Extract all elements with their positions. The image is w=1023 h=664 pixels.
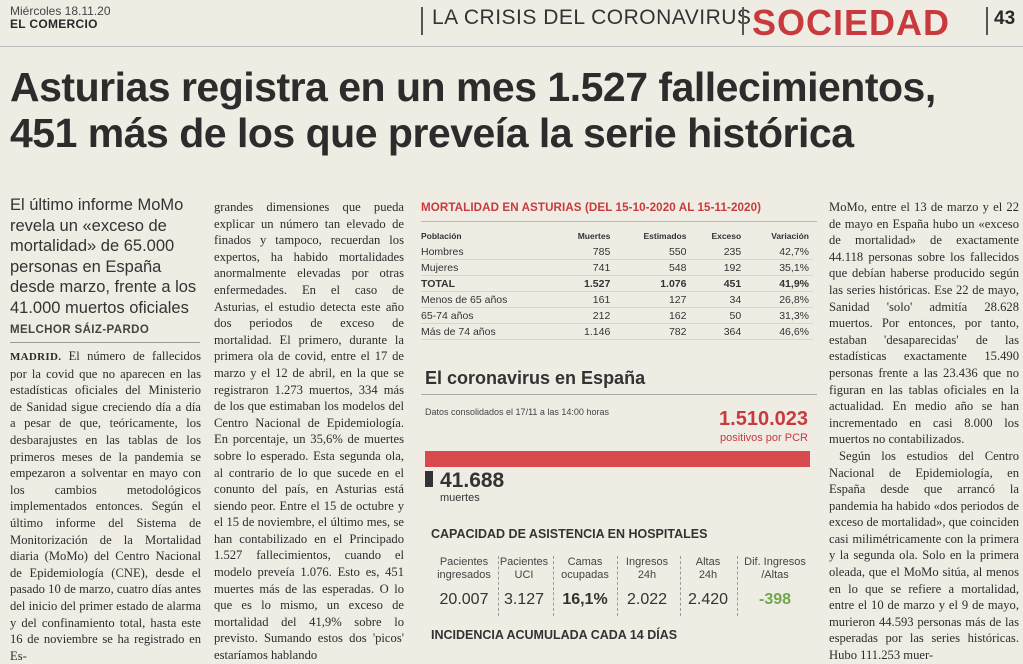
headline-line-1: Asturias registra en un mes 1.527 fallec… xyxy=(10,64,936,110)
deck: El último informe MoMo revela un «exceso… xyxy=(10,196,197,317)
positive-cases-label: positivos por PCR xyxy=(719,432,808,444)
incidence-title: INCIDENCIA ACUMULADA CADA 14 DÍAS xyxy=(431,628,678,642)
mortality-table-title: MORTALIDAD EN ASTURIAS (DEL 15-10-2020 A… xyxy=(421,201,762,214)
table-cell: Más de 74 años xyxy=(421,323,555,340)
stat-divider xyxy=(680,556,682,616)
covid-rule xyxy=(421,394,817,395)
issue-date: Miércoles 18.11.20 xyxy=(10,4,111,18)
table-cell: Hombres xyxy=(421,244,555,260)
body-column-3: MoMo, entre el 13 de marzo y el 22 de ma… xyxy=(829,199,1019,664)
hospital-stat-value: 2.022 xyxy=(626,591,668,608)
body-column-2: grandes dimensiones que pueda explicar u… xyxy=(214,199,404,664)
hospital-stat-value: 20.007 xyxy=(439,591,489,608)
table-cell: 451 xyxy=(690,275,746,292)
body-text: El número de fallecidos por la covid que… xyxy=(10,349,201,663)
byline: MELCHOR SÁIZ-PARDO xyxy=(10,324,150,336)
table-row: Menos de 65 años 161 127 34 26,8% xyxy=(421,291,813,308)
hospital-stat-label: Altas 24h xyxy=(695,556,721,581)
header-divider xyxy=(742,7,744,35)
table-cell: 50 xyxy=(690,307,746,324)
table-cell: 46,6% xyxy=(745,323,813,340)
table-cell: Menos de 65 años xyxy=(421,291,555,308)
column-header: Variación xyxy=(771,231,809,241)
column-header: Población xyxy=(421,231,462,241)
header-divider xyxy=(421,7,423,35)
hospital-stat-value: 16,1% xyxy=(562,591,608,608)
dateline: MADRID. xyxy=(10,351,62,363)
mortality-rule xyxy=(421,221,817,222)
column-header: Exceso xyxy=(711,231,742,241)
mortality-table: Población Muertes Estimados Exceso Varia… xyxy=(421,231,813,340)
hospital-stat-label: Pacientes UCI xyxy=(499,556,549,581)
table-cell: 1.146 xyxy=(555,323,615,340)
table-row: 65-74 años 212 162 50 31,3% xyxy=(421,307,813,324)
page-number: 43 xyxy=(994,8,1016,29)
hospital-stat-value: 2.420 xyxy=(687,591,729,608)
body-text: Según los estudios del Centro Nacional d… xyxy=(829,448,1019,663)
table-cell: 212 xyxy=(555,307,615,324)
hospital-stat-value: 3.127 xyxy=(503,591,545,608)
stat-divider xyxy=(737,556,739,616)
covid-panel-title: El coronavirus en España xyxy=(425,368,646,388)
table-cell: 785 xyxy=(555,244,615,260)
byline-rule xyxy=(10,342,200,343)
hospital-stat-label: Pacientes ingresados xyxy=(437,556,491,581)
body-column-1: MADRID. El número de fallecidos por la c… xyxy=(10,348,201,664)
table-cell: TOTAL xyxy=(421,275,555,292)
headline: Asturias registra en un mes 1.527 fallec… xyxy=(10,64,1015,156)
header-divider xyxy=(986,7,988,35)
table-cell: 42,7% xyxy=(745,244,813,260)
body-text: MoMo, entre el 13 de marzo y el 22 de ma… xyxy=(829,200,1019,447)
table-cell: 34 xyxy=(690,291,746,308)
table-cell: 1.076 xyxy=(614,275,691,292)
table-cell: 127 xyxy=(614,291,691,308)
data-timestamp: Datos consolidados el 17/11 a las 14:00 … xyxy=(425,407,609,417)
section-subtitle: LA CRISIS DEL CORONAVIRUS xyxy=(432,6,752,29)
stat-divider xyxy=(617,556,619,616)
table-cell: 782 xyxy=(614,323,691,340)
table-cell: 550 xyxy=(614,244,691,260)
stat-divider xyxy=(498,556,500,616)
header-rule xyxy=(0,46,1023,47)
deaths-value: 41.688 xyxy=(440,469,505,492)
table-cell: 235 xyxy=(690,244,746,260)
positive-cases-bar xyxy=(425,451,810,467)
table-cell: 192 xyxy=(690,259,746,276)
table-row-total: TOTAL 1.527 1.076 451 41,9% xyxy=(421,275,813,292)
deaths-label: muertes xyxy=(440,492,480,504)
positive-cases-value: 1.510.023 xyxy=(719,408,808,430)
table-cell: 548 xyxy=(614,259,691,276)
hospital-stat-label: Ingresos 24h xyxy=(625,556,669,581)
table-header-row: Población Muertes Estimados Exceso Varia… xyxy=(421,231,813,244)
body-text: grandes dimensiones que pueda explicar u… xyxy=(214,200,404,663)
table-row: Mujeres 741 548 192 35,1% xyxy=(421,259,813,276)
table-cell: 162 xyxy=(614,307,691,324)
table-cell: 65-74 años xyxy=(421,307,555,324)
table-cell: Mujeres xyxy=(421,259,555,276)
table-cell: 26,8% xyxy=(745,291,813,308)
deaths-bar xyxy=(425,471,433,487)
table-cell: 41,9% xyxy=(745,275,813,292)
table-cell: 364 xyxy=(690,323,746,340)
table-row: Más de 74 años 1.146 782 364 46,6% xyxy=(421,323,813,340)
headline-line-2: 451 más de los que preveía la serie hist… xyxy=(10,110,854,156)
hospital-stat-label: Dif. Ingresos/Altas xyxy=(744,556,806,581)
table-cell: 31,3% xyxy=(745,307,813,324)
hospital-stat-label: Camas ocupadas xyxy=(561,556,609,581)
table-cell: 741 xyxy=(555,259,615,276)
publication-name: EL COMERCIO xyxy=(10,17,98,31)
column-header: Muertes xyxy=(577,231,611,241)
table-cell: 35,1% xyxy=(745,259,813,276)
table-cell: 161 xyxy=(555,291,615,308)
section-title: SOCIEDAD xyxy=(752,2,951,43)
table-row: Hombres 785 550 235 42,7% xyxy=(421,244,813,260)
hospital-capacity-title: CAPACIDAD DE ASISTENCIA EN HOSPITALES xyxy=(431,527,708,541)
table-cell: 1.527 xyxy=(555,275,615,292)
column-header: Estimados xyxy=(643,231,687,241)
stat-divider xyxy=(553,556,555,616)
hospital-stat-value: -398 xyxy=(758,591,792,608)
